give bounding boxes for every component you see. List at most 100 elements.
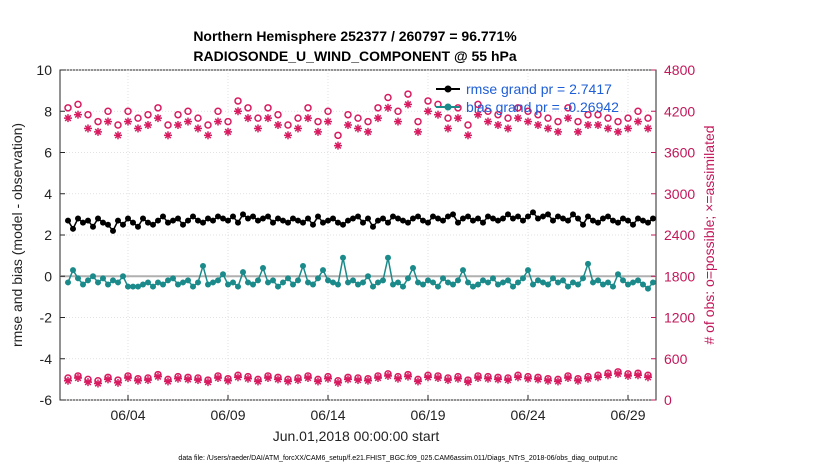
bias-series-point bbox=[110, 277, 116, 284]
assimilated-obs-low-point bbox=[634, 371, 642, 380]
rmse-series-point bbox=[85, 217, 91, 224]
assimilated-obs-point bbox=[494, 121, 502, 129]
rmse-series-point bbox=[520, 217, 526, 224]
rmse-series-point bbox=[225, 217, 231, 224]
rmse-series-point bbox=[495, 217, 501, 224]
assimilated-obs-point-stroke bbox=[324, 118, 332, 125]
bias-series-point bbox=[275, 283, 281, 290]
assimilated-obs-low-point bbox=[574, 376, 582, 385]
assimilated-obs-point bbox=[534, 121, 542, 129]
bias-series-point bbox=[90, 273, 96, 280]
rmse-series-point bbox=[95, 215, 101, 222]
bias-series-point bbox=[550, 275, 556, 282]
bias-series-point bbox=[225, 281, 231, 288]
assimilated-obs-low-point-stroke bbox=[534, 376, 542, 383]
bias-series-point bbox=[455, 277, 461, 284]
bias-series-point bbox=[210, 279, 216, 286]
assimilated-obs-low-point bbox=[604, 371, 612, 380]
bias-series-point bbox=[70, 267, 76, 274]
chart-title: Northern Hemisphere 252377 / 260797 = 96… bbox=[193, 28, 517, 44]
assimilated-obs-low-point bbox=[274, 375, 282, 384]
assimilated-obs-low-point bbox=[314, 377, 322, 386]
assimilated-obs-point bbox=[74, 110, 82, 119]
rmse-series-point bbox=[290, 215, 296, 222]
x-tick-label: 06/29 bbox=[610, 407, 645, 423]
assimilated-obs-point bbox=[344, 121, 352, 129]
left-tick-label: -2 bbox=[40, 310, 53, 326]
bias-series-point bbox=[630, 279, 636, 286]
assimilated-obs-point-stroke bbox=[144, 121, 152, 129]
rmse-series-point bbox=[110, 227, 116, 234]
rmse-series-point bbox=[345, 217, 351, 224]
assimilated-obs-low-point bbox=[584, 374, 592, 383]
bias-series-point bbox=[150, 283, 156, 290]
rmse-series-point bbox=[385, 219, 391, 226]
assimilated-obs-point bbox=[574, 127, 582, 136]
bias-series-point bbox=[610, 283, 616, 290]
rmse-series-point bbox=[390, 213, 396, 220]
left-tick-label: 0 bbox=[44, 268, 52, 284]
assimilated-obs-point-stroke bbox=[644, 125, 652, 132]
possible-obs-point bbox=[604, 114, 612, 122]
possible-obs-point bbox=[364, 117, 372, 126]
assimilated-obs-point-stroke bbox=[84, 125, 92, 132]
rmse-series-point bbox=[590, 217, 596, 224]
assimilated-obs-point-stroke bbox=[374, 114, 382, 122]
assimilated-obs-point-stroke bbox=[74, 111, 82, 119]
assimilated-obs-low-point bbox=[614, 369, 622, 378]
rmse-series-point bbox=[585, 213, 591, 220]
assimilated-obs-point bbox=[584, 121, 592, 129]
rmse-series-point bbox=[125, 215, 131, 222]
rmse-series-point bbox=[100, 219, 106, 226]
assimilated-obs-low-point-stroke bbox=[374, 374, 382, 382]
assimilated-obs-low-point bbox=[554, 377, 562, 386]
rmse-series-point bbox=[305, 215, 311, 222]
possible-obs-point bbox=[244, 104, 252, 112]
bias-series-point bbox=[450, 281, 456, 288]
rmse-series-point bbox=[190, 213, 196, 220]
assimilated-obs-low-point bbox=[264, 374, 272, 382]
rmse-series-point bbox=[650, 215, 656, 222]
bias-series-point bbox=[585, 260, 591, 267]
assimilated-obs-point bbox=[324, 117, 332, 126]
assimilated-obs-point-stroke bbox=[564, 114, 572, 122]
right-tick-label: 1800 bbox=[664, 268, 695, 284]
assimilated-obs-low-point bbox=[114, 378, 122, 387]
rmse-series-point bbox=[315, 213, 321, 220]
bias-series-point bbox=[405, 275, 411, 282]
possible-obs-point bbox=[424, 97, 432, 105]
rmse-series-point bbox=[560, 215, 566, 222]
assimilated-obs-low-point bbox=[194, 376, 202, 385]
possible-obs-point bbox=[354, 114, 362, 122]
bias-series-point bbox=[410, 265, 416, 271]
assimilated-obs-point-stroke bbox=[444, 125, 452, 132]
bias-series-point bbox=[575, 281, 581, 288]
bias-series-point bbox=[445, 279, 451, 286]
assimilated-obs-low-point bbox=[424, 373, 432, 382]
assimilated-obs-point-stroke bbox=[454, 114, 462, 122]
rmse-series-point bbox=[180, 221, 186, 228]
bias-series-point bbox=[470, 283, 476, 290]
bias-series-point bbox=[625, 281, 631, 288]
rmse-series-point bbox=[380, 215, 386, 222]
possible-obs-point bbox=[614, 117, 622, 126]
possible-obs-point bbox=[204, 121, 212, 129]
possible-obs-point bbox=[524, 107, 532, 115]
assimilated-obs-point bbox=[464, 131, 472, 140]
rmse-series-point bbox=[375, 217, 381, 224]
bias-series-point bbox=[285, 275, 291, 282]
assimilated-obs-low-point bbox=[74, 374, 82, 382]
assimilated-obs-low-point-stroke bbox=[604, 371, 612, 379]
assimilated-obs-point-stroke bbox=[504, 125, 512, 132]
assimilated-obs-low-point-stroke bbox=[134, 377, 142, 385]
bias-series-point bbox=[200, 262, 206, 269]
assimilated-obs-point-stroke bbox=[524, 118, 532, 125]
rmse-series-point bbox=[195, 217, 201, 224]
assimilated-obs-low-point bbox=[184, 375, 192, 384]
x-tick-label: 06/04 bbox=[110, 407, 145, 423]
assimilated-obs-low-point-stroke bbox=[274, 376, 282, 383]
assimilated-obs-point-stroke bbox=[154, 114, 162, 122]
chart-subtitle: RADIOSONDE_U_WIND_COMPONENT @ 55 hPa bbox=[193, 48, 516, 64]
assimilated-obs-point bbox=[594, 121, 602, 129]
rmse-series-point bbox=[430, 213, 436, 220]
